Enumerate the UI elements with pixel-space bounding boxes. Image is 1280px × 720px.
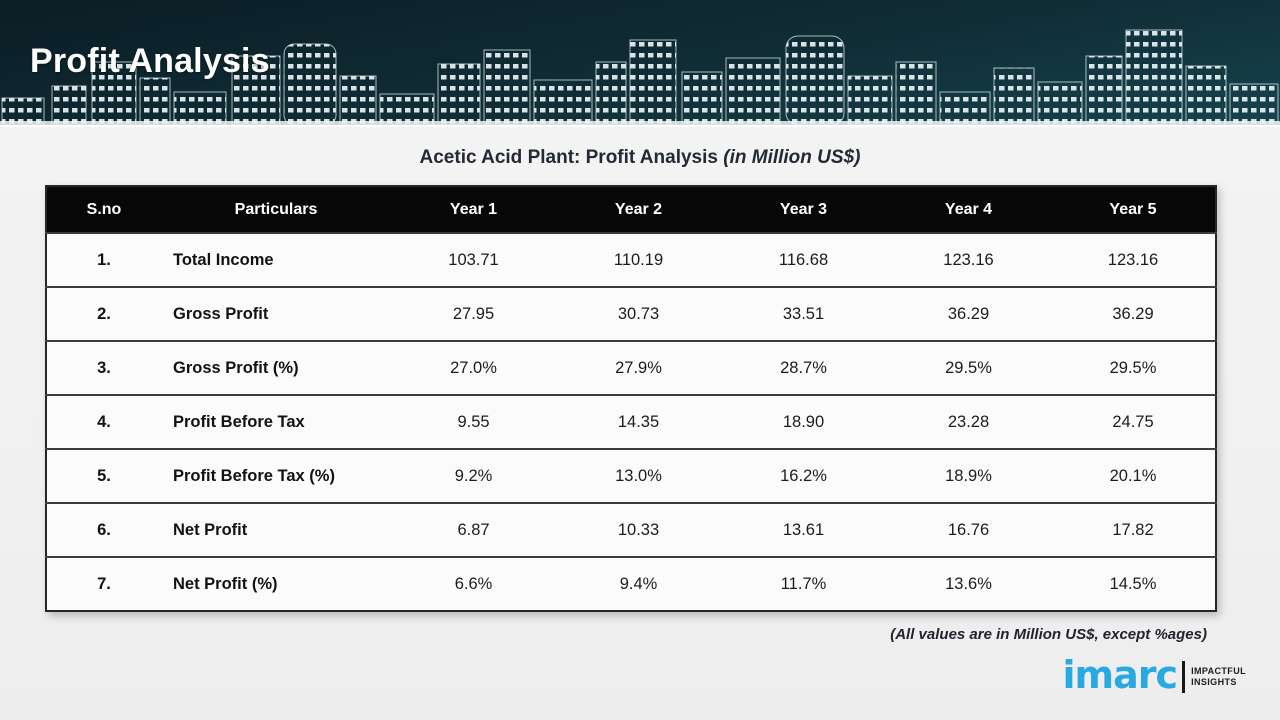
city-skyline-illustration [0, 29, 1280, 125]
cell-year-3: 116.68 [721, 232, 886, 287]
cell-year-1: 9.55 [391, 394, 556, 449]
cell-year-3: 28.7% [721, 340, 886, 395]
cell-year-2: 13.0% [556, 448, 721, 503]
logo-divider [1182, 661, 1186, 693]
page-title: Profit Analysis [30, 42, 270, 80]
cell-year-2: 30.73 [556, 286, 721, 341]
cell-particulars: Profit Before Tax (%) [161, 448, 391, 503]
logo-tagline-line2: INSIGHTS [1191, 677, 1237, 687]
cell-year-2: 110.19 [556, 232, 721, 287]
cell-year-3: 18.90 [721, 394, 886, 449]
column-header-year-3: Year 3 [721, 186, 886, 233]
values-footnote: (All values are in Million US$, except %… [890, 626, 1207, 643]
cell-year-2: 14.35 [556, 394, 721, 449]
cell-year-1: 6.6% [391, 556, 556, 611]
cell-year-1: 6.87 [391, 502, 556, 557]
cell-particulars: Profit Before Tax [161, 394, 391, 449]
cell-year-1: 27.95 [391, 286, 556, 341]
cell-particulars: Gross Profit (%) [161, 340, 391, 395]
cell-year-3: 33.51 [721, 286, 886, 341]
table-row: 1. Total Income 103.71 110.19 116.68 123.16 12… [46, 232, 1216, 287]
header-band: Profit Analysis [0, 0, 1280, 127]
cell-sno: 5. [46, 448, 161, 503]
cell-year-4: 13.6% [886, 556, 1051, 611]
table-title-unit-note: (in Million US$) [723, 147, 861, 168]
cell-year-5: 20.1% [1051, 448, 1216, 503]
column-header-year-4: Year 4 [886, 186, 1051, 233]
table-title-main: Acetic Acid Plant: Profit Analysis [419, 147, 724, 168]
cell-year-2: 9.4% [556, 556, 721, 611]
cell-particulars: Total Income [161, 232, 391, 287]
cell-year-1: 103.71 [391, 232, 556, 287]
cell-year-5: 24.75 [1051, 394, 1216, 449]
cell-year-4: 23.28 [886, 394, 1051, 449]
cell-year-5: 17.82 [1051, 502, 1216, 557]
table-row: 4. Profit Before Tax 9.55 14.35 18.90 23.28 24… [46, 394, 1216, 449]
imarc-wordmark: imarc [1062, 653, 1179, 697]
cell-year-4: 18.9% [886, 448, 1051, 503]
table-row: 7. Net Profit (%) 6.6% 9.4% 11.7% 13.6% 14.5% [46, 556, 1216, 611]
column-header-particulars: Particulars [161, 186, 391, 233]
cell-year-4: 29.5% [886, 340, 1051, 395]
cell-sno: 2. [46, 286, 161, 341]
table-row: 5. Profit Before Tax (%) 9.2% 13.0% 16.2% 18.… [46, 448, 1216, 503]
cell-particulars: Net Profit [161, 502, 391, 557]
cell-year-3: 11.7% [721, 556, 886, 611]
cell-year-4: 123.16 [886, 232, 1051, 287]
cell-sno: 1. [46, 232, 161, 287]
cell-particulars: Gross Profit [161, 286, 391, 341]
cell-particulars: Net Profit (%) [161, 556, 391, 611]
column-header-s-no: S.no [46, 186, 161, 233]
cell-year-1: 9.2% [391, 448, 556, 503]
logo-tagline-line1: IMPACTFUL [1191, 665, 1246, 676]
cell-year-4: 36.29 [886, 286, 1051, 341]
table-row: 3. Gross Profit (%) 27.0% 27.9% 28.7% 29.5% 29… [46, 340, 1216, 395]
column-header-year-2: Year 2 [556, 186, 721, 233]
column-header-year-5: Year 5 [1051, 186, 1216, 233]
cell-year-5: 36.29 [1051, 286, 1216, 341]
table-row: 6. Net Profit 6.87 10.33 13.61 16.76 17.82 [46, 502, 1216, 557]
cell-year-2: 10.33 [556, 502, 721, 557]
cell-sno: 4. [46, 394, 161, 449]
cell-year-3: 16.2% [721, 448, 886, 503]
cell-year-5: 123.16 [1051, 232, 1216, 287]
cell-year-2: 27.9% [556, 340, 721, 395]
logo-tagline: IMPACTFUL INSIGHTS [1191, 666, 1246, 689]
cell-year-4: 16.76 [886, 502, 1051, 557]
column-header-year-1: Year 1 [391, 186, 556, 233]
table-row: 2. Gross Profit 27.95 30.73 33.51 36.29 36.29 [46, 286, 1216, 341]
cell-year-5: 14.5% [1051, 556, 1216, 611]
cell-sno: 6. [46, 502, 161, 557]
cell-sno: 7. [46, 556, 161, 611]
cell-year-1: 27.0% [391, 340, 556, 395]
cell-year-5: 29.5% [1051, 340, 1216, 395]
cell-year-3: 13.61 [721, 502, 886, 557]
cell-sno: 3. [46, 340, 161, 395]
imarc-logo: imarc IMPACTFUL INSIGHTS [1063, 656, 1246, 694]
table-title: Acetic Acid Plant: Profit Analysis (in M… [0, 147, 1280, 169]
